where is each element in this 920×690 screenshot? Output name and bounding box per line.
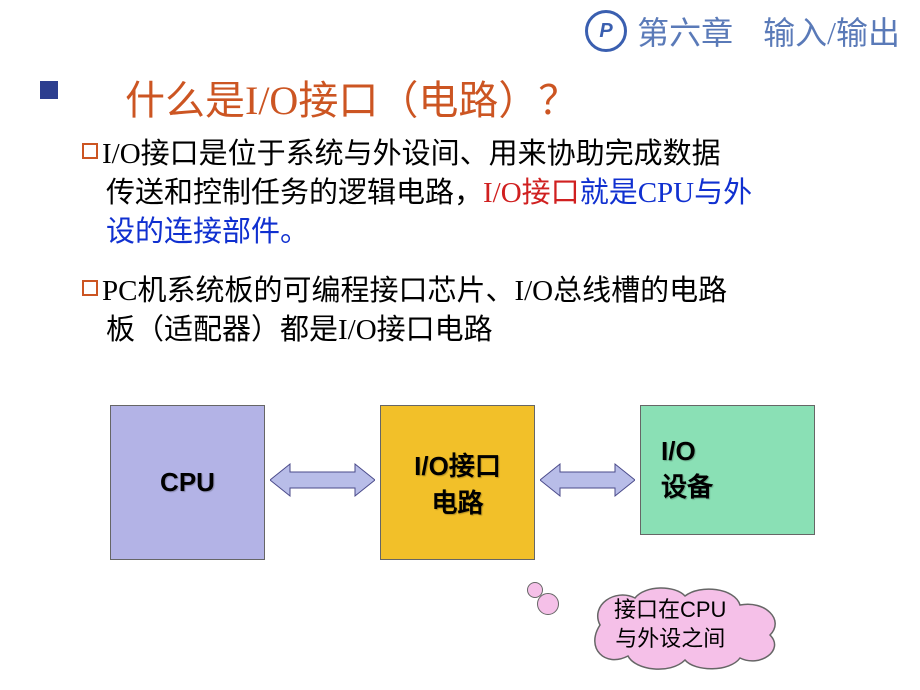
main-bullet-icon xyxy=(40,81,58,99)
io-label-2: 电路 xyxy=(431,483,483,520)
bullet1-line2-red: I/O接口 xyxy=(483,177,580,209)
io-diagram: CPU I/O接口 电路 I/O 设备 xyxy=(80,395,860,575)
bullet1-line2a: 传送和控制任务的逻辑电路， xyxy=(106,177,483,209)
cloud-bubble-2 xyxy=(537,593,559,615)
bullet2-line1: PC机系统板的可编程接口芯片、I/O总线槽的电路 xyxy=(102,275,727,307)
topic-label: 输入/输出 xyxy=(763,8,900,54)
bullet1-line1: I/O接口是位于系统与外设间、用来协助完成数据 xyxy=(102,138,721,170)
io-device-box: I/O 设备 xyxy=(640,405,815,535)
bullet1-line2-blue: 就是CPU与外 xyxy=(580,177,752,209)
sub-bullet-icon xyxy=(82,280,98,296)
cloud-line2: 与外设之间 xyxy=(614,625,726,654)
cpu-box: CPU xyxy=(110,405,265,560)
io-interface-box: I/O接口 电路 xyxy=(380,405,535,560)
cpu-label: CPU xyxy=(160,467,215,498)
cloud-line1: 接口在CPU xyxy=(614,596,726,625)
io-label-1: I/O接口 xyxy=(414,446,501,483)
bullet2-line2: 板（适配器）都是I/O接口电路 xyxy=(106,314,493,346)
double-arrow-2 xyxy=(540,460,635,500)
sub-bullet-icon xyxy=(82,143,98,159)
logo-icon: P xyxy=(585,10,627,52)
cloud-text: 接口在CPU 与外设之间 xyxy=(614,596,726,653)
double-arrow-1 xyxy=(270,460,375,500)
chapter-label: 第六章 xyxy=(637,8,733,54)
slide-header: P 第六章 输入/输出 xyxy=(585,8,900,54)
slide-title: 什么是I/O接口（电路）？ xyxy=(125,68,578,126)
bullet-1: I/O接口是位于系统与外设间、用来协助完成数据 传送和控制任务的逻辑电路，I/O… xyxy=(82,135,902,252)
bullet-2: PC机系统板的可编程接口芯片、I/O总线槽的电路 板（适配器）都是I/O接口电路 xyxy=(82,272,902,350)
dev-label-2: 设备 xyxy=(661,467,713,504)
thought-cloud: 接口在CPU 与外设之间 xyxy=(570,580,790,670)
dev-label-1: I/O xyxy=(661,436,696,467)
bullet1-line3: 设的连接部件。 xyxy=(106,216,309,248)
